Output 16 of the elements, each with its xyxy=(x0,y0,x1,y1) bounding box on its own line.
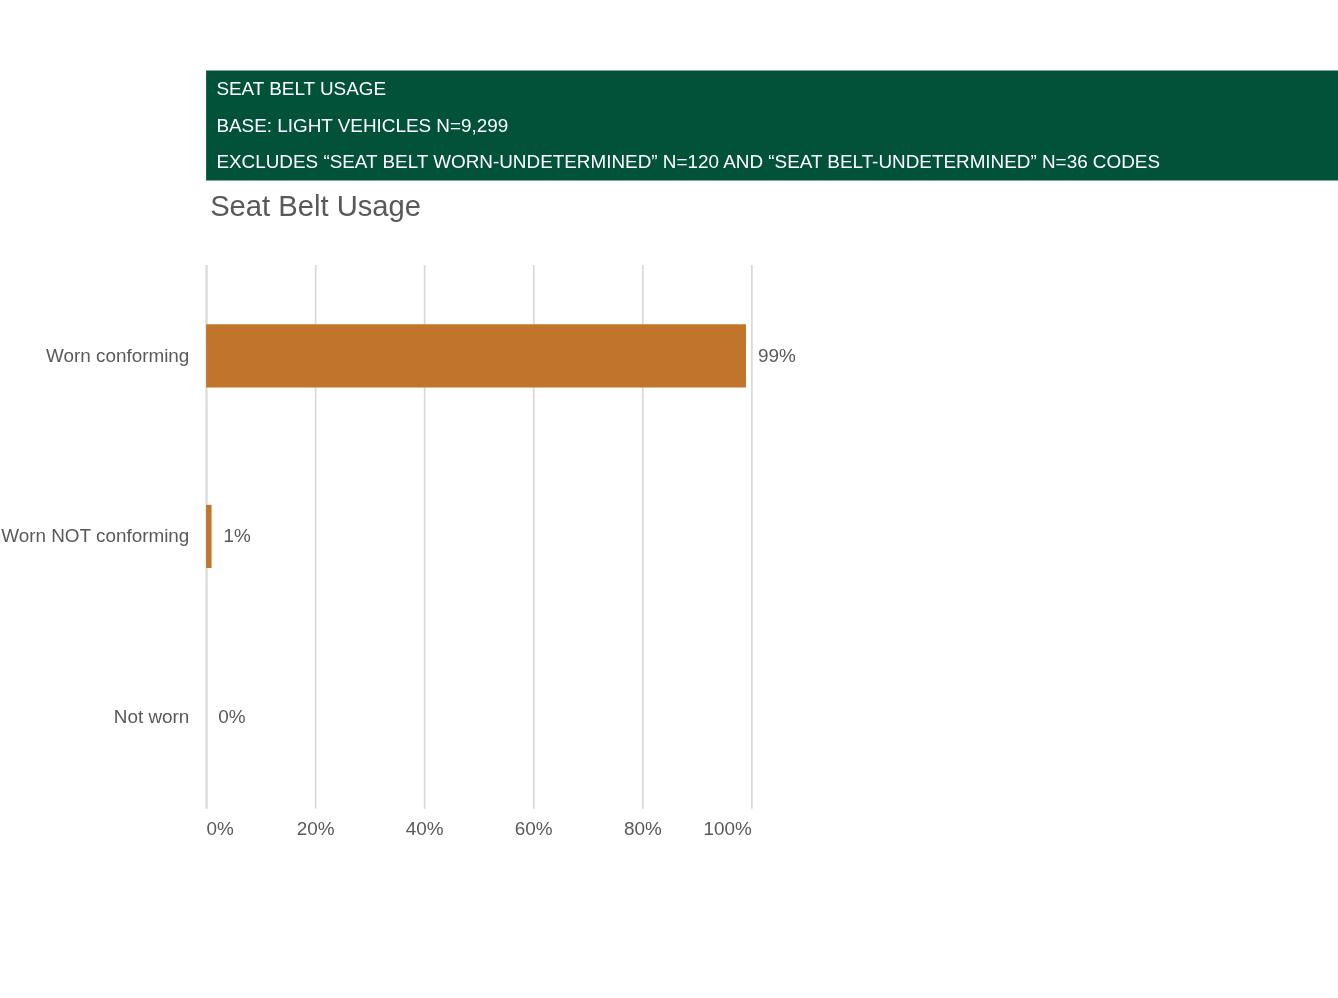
chart-title: Seat Belt Usage xyxy=(210,189,422,222)
text: BASE: LIGHT VEHICLES N=9,299 xyxy=(216,114,509,136)
y-tick-label: Worn NOT conforming xyxy=(1,525,190,547)
text: SEAT BELT USAGE xyxy=(216,77,387,99)
y-tick-label: Not worn xyxy=(113,706,190,728)
x-tick-label: 60% xyxy=(514,818,553,840)
x-tick-label: 80% xyxy=(623,818,662,840)
x-tick-label: 20% xyxy=(296,818,335,840)
data-label: 0% xyxy=(218,706,246,728)
data-label: 99% xyxy=(758,344,797,366)
y-tick-label: Worn conforming xyxy=(45,344,190,366)
x-tick-label: 40% xyxy=(405,818,444,840)
data-label: 1% xyxy=(223,525,252,547)
x-tick-label: 100% xyxy=(703,818,753,840)
text: EXCLUDES “SEAT BELT WORN-UNDETERMINED” N=120 AND “SEAT BELT-UNDETERMINED” N=36 CODES xyxy=(216,151,1160,173)
x-tick-label: 0% xyxy=(206,818,235,840)
